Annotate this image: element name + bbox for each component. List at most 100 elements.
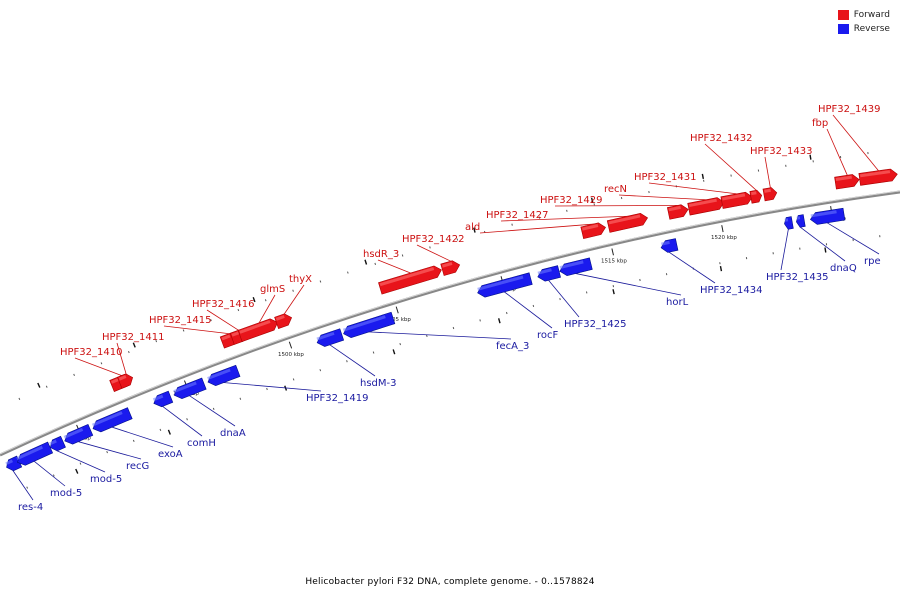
gene-leader-line <box>12 470 34 501</box>
major-track-tick <box>809 154 827 253</box>
minor-tick <box>237 308 268 391</box>
gene-label: HPF32_1431 <box>634 172 696 183</box>
gene-arrow-highlight <box>207 368 231 380</box>
gene-leader-line <box>161 405 203 437</box>
minor-tick-lower <box>479 319 481 322</box>
gene-arrow-highlight <box>784 218 789 222</box>
gene-reverse <box>63 423 94 445</box>
gene-reverse <box>49 435 66 452</box>
minor-tick-lower <box>186 418 188 421</box>
minor-tick <box>264 299 295 381</box>
gene-arrow-highlight <box>559 260 584 270</box>
reverse-swatch <box>837 24 849 34</box>
minor-tick-upper <box>867 151 869 155</box>
gene-arrow-highlight <box>477 275 524 291</box>
gene-reverse <box>660 238 679 253</box>
gene-reverse <box>537 265 561 282</box>
minor-tick <box>347 271 375 354</box>
gene-leader-line <box>283 284 305 315</box>
legend-item-reverse: Reverse <box>837 22 890 36</box>
minor-tick-upper <box>593 203 595 206</box>
minor-tick-upper <box>319 280 322 283</box>
minor-tick-upper <box>456 238 459 241</box>
gene-arrow-highlight <box>221 334 231 341</box>
gene-leader-line <box>503 291 553 329</box>
minor-tick-lower <box>212 407 215 410</box>
minor-tick-upper <box>182 329 185 332</box>
minor-tick-lower <box>452 326 455 330</box>
gene-reverse <box>796 214 806 228</box>
gene-arrow-highlight <box>49 439 57 446</box>
gene-arrow-highlight <box>239 320 271 334</box>
gene-reverse <box>559 257 593 276</box>
minor-tick <box>456 238 481 322</box>
gene-arrow-highlight <box>608 214 641 225</box>
scale-tick-mark <box>395 306 399 314</box>
gene-arrow-highlight <box>810 210 837 218</box>
gene-label: HPF32_1411 <box>102 332 164 343</box>
gene-arrow <box>378 265 442 295</box>
minor-tick-lower <box>346 360 348 363</box>
gene-leader-line <box>800 226 846 262</box>
minor-tick-upper <box>128 350 130 354</box>
minor-tick <box>319 280 348 363</box>
minor-tick-lower <box>639 278 641 282</box>
gene-label: HPF32_1422 <box>402 234 464 245</box>
major-tick-lower <box>612 289 615 295</box>
minor-tick-lower <box>372 351 375 354</box>
minor-tick-lower <box>266 387 268 391</box>
gene-arrow-highlight <box>173 381 197 394</box>
minor-tick-lower <box>426 334 428 338</box>
gene-arrow-highlight <box>537 268 552 275</box>
gene-arrow-highlight <box>441 261 453 268</box>
gene-arrow-highlight <box>63 428 84 439</box>
gene-leader-line <box>780 229 789 271</box>
gene-leader-line <box>554 205 679 207</box>
minor-tick <box>867 151 881 238</box>
genome-backbone-highlight <box>0 190 900 455</box>
gene-forward <box>720 191 753 209</box>
scale-tick <box>721 225 724 233</box>
minor-tick-lower <box>106 450 108 454</box>
minor-tick-upper <box>785 164 787 167</box>
minor-tick-upper <box>648 190 650 194</box>
gene-arrow-highlight <box>379 267 435 287</box>
minor-tick-lower <box>585 291 588 294</box>
gene-leader-line <box>548 279 580 318</box>
gene-leader-line <box>764 156 771 188</box>
gene-label: hsdR_3 <box>363 249 399 260</box>
minor-tick-lower <box>26 486 29 489</box>
major-tick-lower <box>497 318 501 324</box>
gene-label: dnaQ <box>830 263 857 274</box>
minor-tick-upper <box>347 271 349 274</box>
gene-arrow-highlight <box>91 411 123 427</box>
scale-tick-mark <box>611 248 614 256</box>
scale-tick-label: 1500 kbp <box>278 352 304 358</box>
minor-tick-upper <box>757 169 760 172</box>
gene-leader-line <box>416 244 452 262</box>
gene-label: rpe <box>864 256 881 267</box>
minor-tick <box>648 190 668 276</box>
scale-tick-mark <box>721 225 724 233</box>
gene-arrow-highlight <box>152 394 164 402</box>
minor-tick <box>292 289 322 372</box>
gene-forward <box>762 187 778 202</box>
minor-tick-lower <box>852 239 854 242</box>
minor-tick-upper <box>374 262 376 265</box>
minor-tick-upper <box>839 155 842 159</box>
gene-arrow <box>207 364 241 386</box>
minor-tick-lower <box>132 439 135 442</box>
gene-arrow-highlight <box>582 224 599 231</box>
minor-tick-lower <box>745 257 748 260</box>
gene-label: HPF32_1425 <box>564 319 626 330</box>
minor-tick-upper <box>730 174 732 177</box>
gene-arrow <box>784 216 794 230</box>
minor-tick <box>703 179 721 265</box>
minor-tick-upper <box>538 216 541 219</box>
gene-label: HPF32_1419 <box>306 393 368 404</box>
minor-tick <box>73 373 108 454</box>
gene-reverse <box>784 216 794 230</box>
gene-forward <box>117 373 134 389</box>
minor-tick-lower <box>239 397 242 400</box>
minor-tick-upper <box>237 308 240 312</box>
